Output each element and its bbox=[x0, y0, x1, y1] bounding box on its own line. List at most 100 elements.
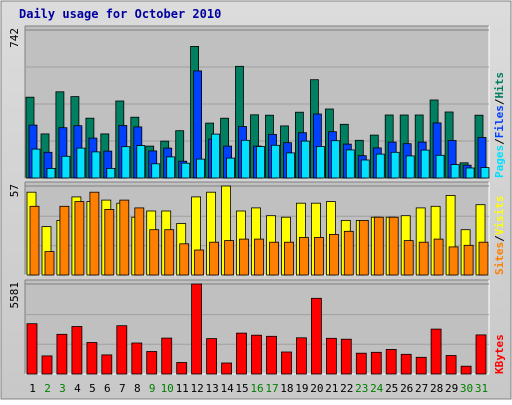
bar-sites-day-16 bbox=[254, 238, 264, 276]
x-tick-label-day-8: 8 bbox=[134, 382, 141, 395]
x-tick-label-day-10: 10 bbox=[161, 382, 174, 395]
axis-max-label-kbytes: 5581 bbox=[8, 282, 21, 309]
chart-title: Daily usage for October 2010 bbox=[19, 7, 221, 21]
bar-sites-day-2 bbox=[44, 251, 55, 276]
x-tick-label-day-6: 6 bbox=[104, 382, 111, 395]
legend-entry: Sites bbox=[493, 242, 506, 275]
bar-pages-day-10 bbox=[166, 156, 176, 179]
bar-kbytes-day-18 bbox=[281, 351, 292, 375]
bar-pages-day-30 bbox=[465, 167, 475, 179]
bar-kbytes-day-10 bbox=[161, 337, 173, 375]
legend-hits-files-pages: Pages/Files/Hits bbox=[493, 72, 506, 178]
bar-pages-day-2 bbox=[46, 167, 56, 179]
bar-pages-day-20 bbox=[315, 146, 325, 179]
x-tick-label-day-12: 12 bbox=[190, 382, 203, 395]
bar-kbytes-day-6 bbox=[101, 354, 113, 375]
bar-pages-day-27 bbox=[420, 149, 430, 179]
bar-sites-day-29 bbox=[448, 246, 459, 276]
bar-kbytes-day-7 bbox=[116, 325, 128, 375]
bar-pages-day-7 bbox=[121, 146, 131, 179]
panel-kbytes: 5581 KBytes bbox=[8, 279, 506, 375]
bar-kbytes-day-20 bbox=[310, 297, 322, 375]
legend-entry: Hits bbox=[493, 72, 506, 99]
x-tick-label-day-19: 19 bbox=[295, 382, 308, 395]
bar-pages-day-17 bbox=[271, 144, 280, 179]
bar-sites-day-21 bbox=[328, 233, 339, 276]
legend-entry: / bbox=[493, 235, 506, 242]
x-tick-label-day-15: 15 bbox=[235, 382, 248, 395]
bar-sites-day-27 bbox=[418, 241, 429, 276]
panel-visits-sites: 57 Sites/Visits bbox=[8, 181, 506, 276]
bar-sites-day-8 bbox=[134, 207, 145, 276]
bar-pages-day-3 bbox=[61, 155, 71, 179]
bar-kbytes-day-14 bbox=[221, 362, 233, 375]
bar-sites-day-10 bbox=[164, 229, 175, 276]
series-kbytes bbox=[26, 283, 487, 375]
bar-kbytes-day-2 bbox=[41, 355, 53, 375]
bar-sites-day-25 bbox=[388, 216, 399, 276]
panels-layer: 742Pages/Files/Hits57Sites/Visits5581KBy… bbox=[8, 25, 506, 375]
bar-kbytes-day-5 bbox=[86, 342, 98, 375]
bar-pages-day-24 bbox=[375, 153, 385, 179]
bar-kbytes-day-3 bbox=[56, 333, 68, 375]
legend-entry: Pages bbox=[493, 145, 506, 178]
bar-pages-day-13 bbox=[211, 133, 221, 179]
bar-pages-day-8 bbox=[136, 145, 146, 179]
bar-pages-day-21 bbox=[330, 140, 340, 179]
x-tick-label-day-13: 13 bbox=[205, 382, 218, 395]
x-tick-label-day-23: 23 bbox=[355, 382, 368, 395]
bar-pages-day-15 bbox=[241, 139, 250, 179]
bar-kbytes-day-24 bbox=[370, 351, 382, 375]
bar-kbytes-day-13 bbox=[206, 338, 218, 375]
bar-kbytes-day-25 bbox=[385, 348, 397, 375]
bar-sites-day-24 bbox=[373, 216, 384, 276]
bar-sites-day-7 bbox=[119, 199, 130, 276]
bar-sites-day-20 bbox=[313, 237, 324, 276]
bar-pages-day-14 bbox=[226, 157, 236, 179]
x-tick-label-day-28: 28 bbox=[430, 382, 443, 395]
x-tick-label-day-9: 9 bbox=[149, 382, 156, 395]
bar-kbytes-day-17 bbox=[266, 335, 277, 375]
bar-kbytes-day-8 bbox=[131, 342, 143, 375]
bar-pages-day-25 bbox=[390, 151, 400, 179]
x-tick-label-day-27: 27 bbox=[415, 382, 428, 395]
x-tick-label-day-25: 25 bbox=[385, 382, 398, 395]
bar-pages-day-23 bbox=[360, 159, 370, 179]
x-tick-label-day-24: 24 bbox=[370, 382, 384, 395]
legend-kbytes: KBytes bbox=[493, 334, 506, 374]
x-tick-label-day-22: 22 bbox=[340, 382, 353, 395]
bar-sites-day-6 bbox=[104, 208, 115, 276]
legend-entry: / bbox=[493, 138, 506, 145]
x-tick-label-day-7: 7 bbox=[119, 382, 126, 395]
legend-entry: KBytes bbox=[493, 334, 506, 374]
bar-pages-day-22 bbox=[345, 149, 355, 179]
legend-entry: Files bbox=[493, 105, 506, 138]
legend-entry: / bbox=[493, 98, 506, 105]
bar-sites-day-3 bbox=[59, 205, 70, 276]
bar-kbytes-day-1 bbox=[26, 323, 38, 375]
bar-kbytes-day-29 bbox=[445, 355, 457, 375]
x-tick-label-day-29: 29 bbox=[445, 382, 458, 395]
bar-sites-day-1 bbox=[29, 205, 40, 276]
bar-sites-day-18 bbox=[284, 241, 294, 276]
bar-sites-day-9 bbox=[149, 229, 160, 276]
x-tick-label-day-26: 26 bbox=[400, 382, 413, 395]
series-pages bbox=[31, 133, 490, 179]
x-tick-label-day-30: 30 bbox=[460, 382, 473, 395]
bar-sites-day-17 bbox=[269, 241, 279, 276]
x-tick-label-day-2: 2 bbox=[44, 382, 51, 395]
bar-kbytes-day-19 bbox=[295, 337, 307, 375]
axis-max-label-visits-sites: 57 bbox=[8, 184, 21, 197]
bar-kbytes-day-27 bbox=[415, 356, 427, 375]
series-sites bbox=[29, 191, 489, 276]
bar-kbytes-day-15 bbox=[236, 332, 247, 375]
bar-sites-day-30 bbox=[463, 244, 474, 276]
bar-sites-day-23 bbox=[358, 219, 369, 276]
bar-kbytes-day-12 bbox=[191, 283, 203, 375]
bar-kbytes-day-11 bbox=[176, 362, 188, 375]
bar-kbytes-day-31 bbox=[475, 334, 487, 375]
bar-kbytes-day-16 bbox=[251, 334, 262, 375]
bar-kbytes-day-9 bbox=[146, 351, 158, 375]
